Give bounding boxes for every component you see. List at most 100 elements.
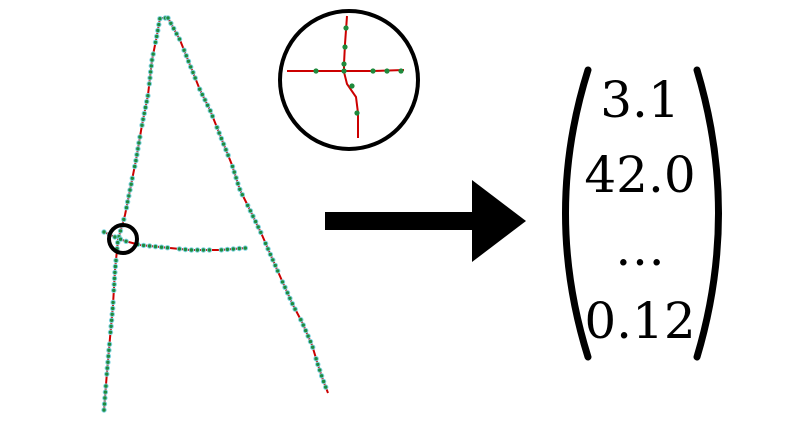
skeleton-node bbox=[103, 383, 109, 389]
skeleton-node bbox=[181, 47, 187, 53]
zoom-node bbox=[349, 83, 355, 89]
skeleton-node bbox=[158, 244, 165, 250]
zoom-node bbox=[370, 68, 376, 74]
skeleton-node bbox=[229, 163, 236, 170]
skeleton-node bbox=[318, 373, 325, 379]
skeleton-node bbox=[307, 338, 314, 345]
skeleton-node bbox=[255, 224, 261, 230]
skeleton-node bbox=[110, 305, 116, 312]
vector-entry-4: 0.12 bbox=[584, 292, 695, 350]
skeleton-node bbox=[152, 243, 159, 250]
skeleton-node bbox=[156, 21, 162, 28]
skeleton-node bbox=[117, 228, 124, 234]
skeleton-node bbox=[182, 246, 189, 253]
skeleton-node bbox=[105, 359, 111, 365]
skeleton-node bbox=[303, 327, 309, 334]
skeleton-node bbox=[104, 365, 111, 371]
skeleton-node bbox=[140, 242, 147, 249]
skeleton-node bbox=[107, 329, 114, 335]
skeleton-node bbox=[146, 243, 153, 249]
skeleton-node bbox=[106, 347, 112, 353]
skeleton-node bbox=[102, 389, 109, 395]
skeleton-node bbox=[127, 187, 133, 193]
skeleton-node bbox=[148, 63, 155, 69]
skeleton-node bbox=[121, 216, 127, 223]
zoom-node bbox=[342, 44, 348, 50]
skeleton-node bbox=[136, 140, 142, 146]
skeleton-node bbox=[101, 401, 108, 407]
zoom-node bbox=[343, 25, 349, 31]
skeleton-node bbox=[155, 27, 161, 34]
skeleton-node bbox=[317, 367, 323, 373]
skeleton-node bbox=[101, 407, 107, 413]
junction-marker-circle bbox=[107, 223, 139, 255]
skeleton-node bbox=[292, 306, 298, 312]
zoom-node bbox=[398, 68, 404, 74]
skeleton-node bbox=[207, 108, 214, 114]
vector-entry-3: … bbox=[615, 219, 665, 277]
skeleton-node bbox=[176, 36, 183, 42]
skeleton-node bbox=[168, 20, 174, 26]
skeleton-node bbox=[231, 169, 238, 175]
skeleton-node bbox=[157, 16, 163, 22]
skeleton-node bbox=[112, 234, 118, 240]
skeleton-node bbox=[150, 51, 156, 57]
zoom-nodes bbox=[313, 25, 404, 116]
skeleton-node bbox=[230, 246, 237, 252]
skeleton-node bbox=[126, 193, 132, 199]
skeleton-node bbox=[112, 269, 118, 276]
skeleton-node bbox=[225, 152, 231, 158]
skeleton-node bbox=[140, 116, 146, 123]
skeleton-node bbox=[289, 301, 296, 307]
skeleton-node bbox=[313, 356, 319, 362]
skeleton-node bbox=[113, 257, 119, 264]
skeleton-node bbox=[129, 175, 136, 182]
skeleton-node bbox=[320, 378, 327, 385]
skeleton-node bbox=[101, 229, 107, 235]
skeleton-node bbox=[152, 39, 159, 45]
skeleton-node bbox=[145, 93, 151, 99]
skeleton-node bbox=[137, 134, 143, 140]
junction-zoom-inset bbox=[278, 9, 420, 151]
skeleton-node bbox=[265, 246, 271, 252]
skeleton-node bbox=[250, 213, 256, 219]
skeleton-node bbox=[106, 341, 113, 347]
zoom-node bbox=[341, 68, 347, 74]
skeleton-node bbox=[111, 287, 117, 294]
zoom-vertical-stroke bbox=[343, 15, 359, 138]
skeleton-node bbox=[144, 98, 150, 105]
skeleton-node bbox=[123, 205, 130, 211]
skeleton-node bbox=[194, 247, 201, 253]
skeleton-node bbox=[147, 69, 154, 75]
skeleton-node bbox=[188, 64, 194, 70]
skeleton-node bbox=[223, 147, 229, 153]
skeleton-node bbox=[262, 240, 269, 247]
skeleton-node bbox=[245, 202, 251, 209]
zoom-node bbox=[341, 61, 347, 67]
skeleton-node bbox=[141, 110, 148, 117]
skeleton-node bbox=[323, 384, 329, 390]
skeleton-node bbox=[183, 53, 190, 59]
skeleton-node bbox=[272, 262, 278, 269]
skeleton-node bbox=[192, 75, 198, 81]
skeleton-node bbox=[200, 247, 207, 253]
skeleton-node bbox=[133, 157, 139, 164]
skeleton-node bbox=[109, 311, 115, 317]
skeleton-node bbox=[214, 124, 220, 131]
skeleton-node bbox=[300, 322, 306, 328]
skeleton-node bbox=[298, 317, 304, 323]
zoom-node bbox=[354, 110, 360, 116]
skeleton-node bbox=[242, 245, 249, 251]
skeleton-node bbox=[104, 371, 110, 377]
skeleton-node bbox=[124, 199, 131, 205]
skeleton-node bbox=[197, 86, 203, 92]
a-left-stroke bbox=[103, 17, 168, 411]
skeleton-node bbox=[239, 192, 246, 198]
skeleton-node bbox=[216, 130, 222, 136]
skeleton-node bbox=[315, 361, 321, 368]
feature-vector: 3.1 42.0 … 0.12 bbox=[562, 66, 722, 361]
skeleton-node bbox=[224, 246, 231, 253]
right-paren bbox=[693, 66, 722, 361]
skeleton-node bbox=[199, 91, 206, 98]
